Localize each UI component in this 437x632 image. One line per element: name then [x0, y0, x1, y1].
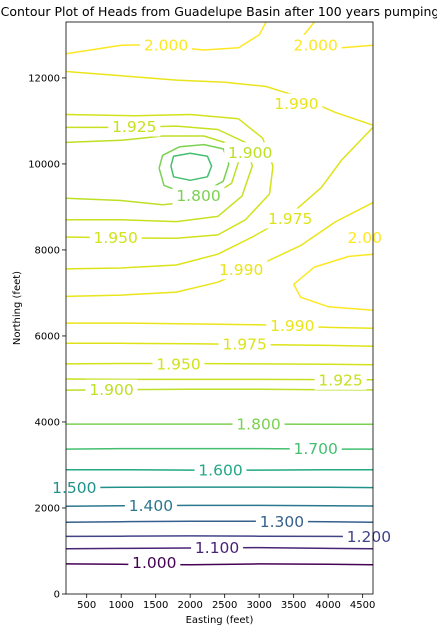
contour-label: 1.300 — [260, 513, 304, 531]
contour-label: 1.900 — [89, 381, 133, 399]
contour-label-background — [232, 414, 285, 435]
contour-label-background — [48, 477, 101, 498]
contour-label: 1.975 — [223, 336, 267, 354]
contour-label: 2.000 — [144, 36, 188, 54]
contour-line-1_000 — [65, 563, 374, 566]
x-tick-label: 3500 — [281, 600, 306, 611]
contour-label-background — [215, 259, 268, 280]
contour-line-2_000 — [65, 21, 267, 55]
y-tick-label: 6000 — [35, 331, 60, 342]
contour-label: 1.500 — [52, 479, 96, 497]
contour-label-background — [343, 227, 386, 248]
contour-label: 1.200 — [347, 528, 391, 546]
contour-label: 1.900 — [228, 144, 272, 162]
contour-label-background — [89, 227, 142, 248]
contour-label-background — [342, 526, 395, 547]
contour-line-1_400 — [65, 504, 374, 508]
contour-label-background — [218, 334, 271, 355]
contour-label-background — [289, 34, 342, 55]
contour-label-background — [224, 142, 277, 163]
x-axis-ticks: 500 1000 1500 2000 2500 3000 3500 4000 4500 — [77, 594, 375, 611]
contour-label: 1.975 — [268, 210, 312, 228]
contour-label: 1.000 — [132, 554, 176, 572]
x-tick-label: 1500 — [143, 600, 168, 611]
contour-line-1_700 — [170, 152, 213, 182]
y-axis-label: Northing (feet) — [12, 271, 23, 345]
x-tick-label: 2000 — [177, 600, 202, 611]
contour-label-background — [270, 93, 323, 114]
contour-lines — [65, 21, 374, 566]
y-axis-ticks: 0 2000 4000 6000 8000 10000 12000 — [28, 73, 66, 601]
contour-label-background — [128, 552, 181, 573]
contour-label: 1.925 — [112, 118, 156, 136]
contour-label-background — [314, 369, 367, 390]
x-tick-label: 1000 — [108, 600, 133, 611]
contour-label-background — [152, 353, 205, 374]
contour-label: 1.990 — [274, 95, 318, 113]
contour-labels: 2.000 2.000 1.990 1.925 1.900 1.800 1.975 1.950… — [48, 34, 395, 573]
contour-label-background — [191, 537, 244, 558]
contour-label-background — [255, 511, 308, 532]
y-tick-label: 2000 — [35, 503, 60, 514]
x-tick-label: 4000 — [315, 600, 340, 611]
contour-label: 1.400 — [129, 497, 173, 515]
contour-line-1_990 — [65, 201, 374, 298]
contour-label: 2.00 — [347, 229, 382, 247]
contour-label: 1.990 — [219, 261, 263, 279]
contour-label: 1.990 — [270, 317, 314, 335]
contour-label-background — [264, 208, 317, 229]
contour-label: 1.950 — [94, 229, 138, 247]
plot-area-frame — [65, 21, 374, 595]
y-tick-label: 8000 — [35, 245, 60, 256]
y-tick-label: 10000 — [28, 159, 60, 170]
contour-label: 1.600 — [198, 462, 242, 480]
contour-line-1_950 — [65, 113, 274, 240]
contour-label-background — [289, 438, 342, 459]
contour-line-1_950 — [65, 362, 374, 366]
x-tick-label: 3000 — [246, 600, 271, 611]
x-tick-label: 4500 — [350, 600, 375, 611]
contour-label-background — [266, 315, 319, 336]
contour-line-1_925 — [66, 125, 254, 223]
contour-line-1_990 — [65, 70, 374, 126]
x-axis-label: Easting (feet) — [186, 615, 254, 626]
contour-line-1_300 — [65, 520, 374, 523]
chart-title: Contour Plot of Heads from Guadelupe Bas… — [1, 4, 437, 19]
contour-label: 1.100 — [195, 539, 239, 557]
y-tick-label: 4000 — [35, 417, 60, 428]
contour-line-1_500 — [65, 486, 374, 489]
contour-label-background — [124, 495, 177, 516]
contour-line-1_990 — [66, 322, 374, 329]
contour-label: 1.800 — [236, 416, 280, 434]
contour-label-background — [140, 34, 192, 55]
contour-label-background — [172, 185, 225, 206]
contour-label: 1.800 — [176, 187, 220, 205]
x-tick-label: 2500 — [212, 600, 237, 611]
x-tick-label: 500 — [77, 600, 96, 611]
contour-label: 1.700 — [294, 440, 338, 458]
y-tick-label: 0 — [54, 590, 60, 601]
contour-label: 1.925 — [318, 371, 362, 389]
contour-label: 1.950 — [156, 355, 200, 373]
contour-line-1_200 — [65, 535, 374, 538]
contour-line-2_000 — [292, 253, 374, 311]
contour-label-background — [194, 460, 247, 481]
y-tick-label: 12000 — [28, 73, 60, 84]
contour-label: 2.000 — [294, 36, 338, 54]
contour-line-1_975 — [65, 126, 374, 270]
contour-label-background — [85, 379, 138, 400]
contour-label-background — [108, 116, 161, 137]
